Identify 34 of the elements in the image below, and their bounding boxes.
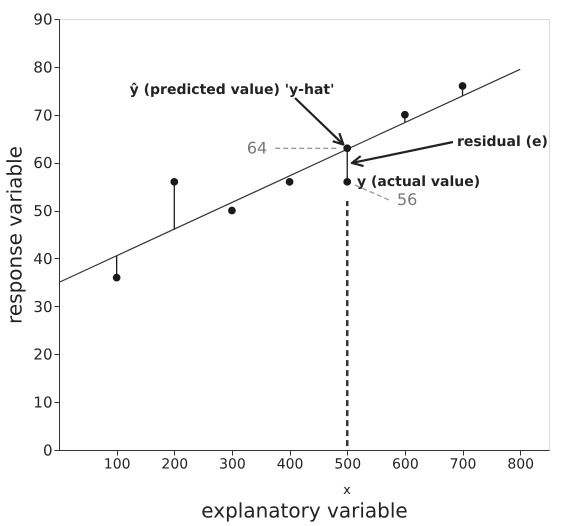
y-tick-label: 70 — [33, 106, 52, 124]
y-tick-label: 10 — [33, 394, 52, 412]
annotation: 56 — [397, 190, 418, 209]
x-tick-label: 300 — [219, 456, 246, 472]
point — [343, 178, 352, 186]
x-tick-label: 100 — [104, 456, 131, 472]
point — [343, 144, 352, 152]
x-tick-label: 700 — [450, 456, 476, 472]
point — [112, 274, 121, 282]
y-axis-title: response variable — [2, 146, 26, 324]
x-tick-label: 500 — [334, 456, 362, 472]
x-axis-title: explanatory variable — [201, 498, 408, 522]
x-tick-label: 800 — [507, 456, 534, 472]
y-tick-label: 30 — [33, 298, 52, 316]
y-tick-label: 20 — [33, 346, 52, 364]
y-tick-label: 60 — [33, 154, 52, 172]
y-tick-label: 0 — [42, 442, 52, 460]
y-tick-label: 40 — [33, 250, 52, 268]
point — [170, 178, 178, 186]
x-tick-label: 600 — [392, 456, 419, 472]
point — [458, 82, 466, 90]
y-tick-label: 50 — [33, 202, 52, 220]
x-tick-label: 400 — [276, 456, 304, 472]
annotation: 64 — [246, 138, 268, 158]
point — [228, 206, 236, 214]
annotation: residual (e) — [457, 134, 548, 150]
text: x — [343, 483, 352, 498]
annotation: ŷ (predicted value) 'y-hat' — [130, 82, 334, 98]
y-tick-label: 90 — [33, 10, 52, 28]
x-tick-label: 200 — [161, 456, 188, 472]
point — [401, 110, 409, 119]
annotation: y (actual value) — [357, 174, 480, 190]
point — [286, 178, 294, 186]
y-tick-label: 80 — [33, 58, 52, 76]
